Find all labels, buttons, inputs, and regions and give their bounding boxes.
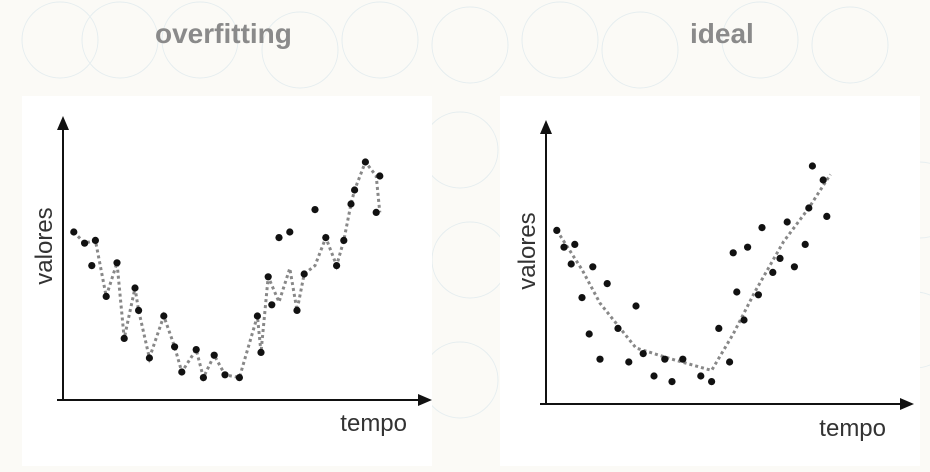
data-point <box>145 354 153 362</box>
data-point <box>668 378 676 386</box>
data-point <box>571 240 579 248</box>
data-point <box>823 212 831 220</box>
data-point <box>131 284 139 292</box>
data-point <box>740 316 748 324</box>
x-axis-arrow <box>418 394 432 406</box>
data-point <box>372 208 380 216</box>
data-point <box>790 263 798 271</box>
data-point <box>729 249 737 257</box>
data-point <box>300 270 308 278</box>
fit-line <box>555 173 832 373</box>
data-point <box>113 259 121 267</box>
data-point <box>376 172 384 180</box>
data-point <box>697 372 705 380</box>
y-axis-label: valores <box>31 207 58 284</box>
data-point <box>614 324 622 332</box>
data-point <box>754 291 762 299</box>
chart-overfitting: valores tempo <box>31 116 432 437</box>
data-point <box>650 372 658 380</box>
x-axis-arrow <box>900 398 914 410</box>
data-point <box>340 236 348 244</box>
data-point <box>221 371 229 379</box>
chart-title-ideal: ideal <box>690 18 754 49</box>
data-point <box>819 176 827 184</box>
data-point <box>178 368 186 376</box>
data-point <box>351 186 359 194</box>
data-point <box>135 306 143 314</box>
data-point <box>253 312 261 320</box>
data-point <box>333 262 341 270</box>
data-point <box>639 350 647 358</box>
data-point <box>661 355 669 363</box>
chart-panel-overfitting: valores tempo <box>22 96 432 466</box>
data-point <box>257 348 265 356</box>
data-point <box>805 204 813 212</box>
data-point <box>801 240 809 248</box>
data-point <box>102 292 110 300</box>
data-point <box>160 312 168 320</box>
chart-ideal: valores tempo <box>514 120 914 442</box>
data-point <box>347 200 355 208</box>
data-point <box>91 236 99 244</box>
data-point <box>553 226 561 234</box>
data-point <box>311 206 319 214</box>
y-axis-arrow <box>57 116 69 130</box>
data-point <box>199 374 207 382</box>
data-point <box>171 343 179 351</box>
data-point <box>625 358 633 366</box>
data-point <box>726 358 734 366</box>
data-point <box>235 374 243 382</box>
data-point <box>596 355 604 363</box>
data-point <box>808 162 816 170</box>
y-axis-label: valores <box>514 212 541 289</box>
fit-line <box>72 158 382 382</box>
data-point <box>679 355 687 363</box>
y-axis-arrow <box>540 120 552 134</box>
data-point <box>210 351 218 359</box>
data-point <box>88 262 96 270</box>
data-point <box>567 260 575 268</box>
data-point <box>783 218 791 226</box>
data-point <box>578 294 586 302</box>
data-point <box>715 324 723 332</box>
data-point <box>268 301 276 309</box>
data-point <box>776 254 784 262</box>
data-point <box>293 306 301 314</box>
data-point <box>769 268 777 276</box>
data-point <box>632 302 640 310</box>
data-point <box>120 334 128 342</box>
chart-panel-ideal: valores tempo <box>500 96 920 466</box>
x-axis-label: tempo <box>819 415 886 442</box>
x-axis-label: tempo <box>340 410 407 437</box>
data-point <box>264 273 272 281</box>
data-point <box>361 158 369 166</box>
data-point <box>589 263 597 271</box>
data-point <box>322 234 330 242</box>
data-point <box>81 239 89 247</box>
chart-title-overfitting: overfitting <box>155 18 292 49</box>
data-point <box>560 243 568 251</box>
data-point <box>758 224 766 232</box>
data-point <box>585 330 593 338</box>
data-point <box>192 346 200 354</box>
data-point <box>733 288 741 296</box>
data-point <box>70 228 78 236</box>
data-point <box>275 234 283 242</box>
data-point <box>708 378 716 386</box>
data-point <box>286 228 294 236</box>
data-point <box>744 243 752 251</box>
data-point <box>603 280 611 288</box>
